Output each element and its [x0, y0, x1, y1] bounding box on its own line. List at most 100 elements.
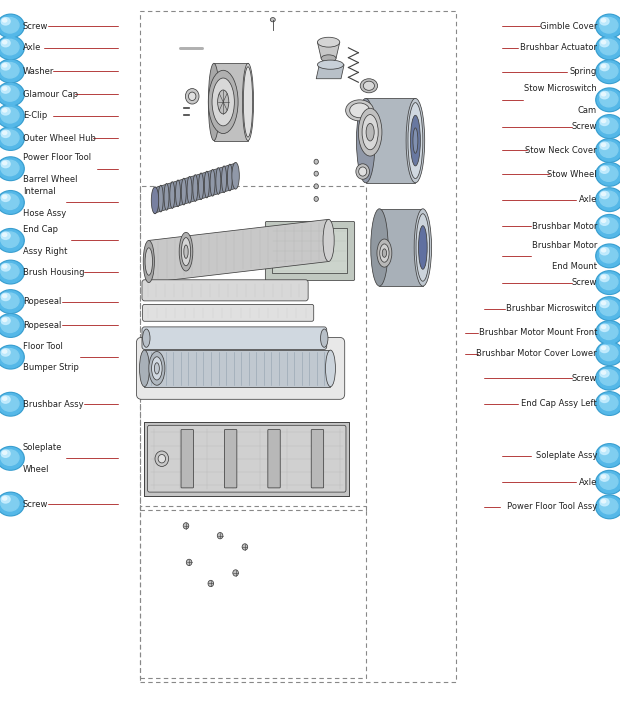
Text: Floor Tool: Floor Tool: [23, 342, 63, 351]
Ellipse shape: [1, 86, 10, 93]
Ellipse shape: [181, 178, 186, 205]
Ellipse shape: [158, 185, 163, 212]
Ellipse shape: [600, 142, 609, 150]
Ellipse shape: [1, 396, 10, 404]
Ellipse shape: [188, 92, 196, 101]
Ellipse shape: [0, 314, 24, 337]
Ellipse shape: [597, 164, 620, 185]
Ellipse shape: [600, 18, 618, 33]
Ellipse shape: [2, 397, 7, 400]
Ellipse shape: [596, 162, 620, 186]
Text: Power Floor Tool: Power Floor Tool: [23, 153, 91, 162]
Ellipse shape: [0, 36, 24, 60]
Ellipse shape: [321, 329, 328, 347]
FancyBboxPatch shape: [224, 430, 237, 488]
Ellipse shape: [413, 128, 418, 153]
Text: Stow Neck Cover: Stow Neck Cover: [525, 146, 597, 155]
Text: Screw: Screw: [572, 122, 597, 131]
Text: Barrel Wheel: Barrel Wheel: [23, 175, 78, 184]
Ellipse shape: [0, 230, 23, 251]
Ellipse shape: [155, 451, 169, 467]
Ellipse shape: [0, 15, 23, 37]
Ellipse shape: [600, 191, 609, 199]
Ellipse shape: [410, 115, 420, 166]
Ellipse shape: [596, 14, 620, 38]
Ellipse shape: [600, 370, 618, 385]
Polygon shape: [379, 209, 423, 286]
Ellipse shape: [140, 350, 149, 387]
Ellipse shape: [1, 293, 19, 309]
Ellipse shape: [597, 368, 620, 389]
Ellipse shape: [1, 18, 19, 33]
Text: Hose Assy: Hose Assy: [23, 209, 66, 218]
Ellipse shape: [243, 67, 253, 137]
Text: Power Floor Tool Assy: Power Floor Tool Assy: [507, 503, 597, 511]
Ellipse shape: [0, 60, 23, 82]
Ellipse shape: [1, 264, 10, 271]
Polygon shape: [366, 98, 415, 183]
Text: Brush Housing: Brush Housing: [23, 268, 84, 276]
Ellipse shape: [596, 36, 620, 60]
Text: Brushbar Motor Cover Lower: Brushbar Motor Cover Lower: [476, 349, 597, 358]
Ellipse shape: [185, 89, 199, 104]
Ellipse shape: [601, 325, 606, 328]
Ellipse shape: [601, 475, 606, 478]
Ellipse shape: [600, 63, 609, 71]
Ellipse shape: [2, 87, 7, 90]
FancyBboxPatch shape: [265, 221, 355, 280]
Ellipse shape: [0, 347, 23, 368]
Ellipse shape: [601, 193, 606, 195]
Ellipse shape: [600, 191, 618, 207]
Ellipse shape: [596, 297, 620, 321]
Ellipse shape: [0, 392, 24, 416]
Ellipse shape: [210, 169, 215, 196]
Ellipse shape: [596, 470, 620, 494]
Ellipse shape: [1, 232, 10, 240]
Ellipse shape: [356, 164, 370, 179]
Ellipse shape: [0, 104, 24, 128]
Ellipse shape: [600, 118, 609, 126]
Text: Axle: Axle: [23, 44, 42, 52]
Ellipse shape: [600, 247, 609, 255]
Ellipse shape: [205, 172, 210, 198]
Ellipse shape: [1, 63, 19, 78]
Ellipse shape: [179, 232, 193, 271]
Ellipse shape: [600, 395, 618, 411]
Text: Stow Wheel: Stow Wheel: [547, 170, 597, 179]
Ellipse shape: [600, 274, 618, 290]
Ellipse shape: [212, 78, 234, 126]
Ellipse shape: [2, 265, 7, 268]
Ellipse shape: [0, 394, 23, 415]
Ellipse shape: [1, 293, 10, 301]
Ellipse shape: [1, 317, 19, 333]
Ellipse shape: [0, 37, 23, 58]
Ellipse shape: [143, 329, 150, 347]
Ellipse shape: [350, 103, 370, 117]
Ellipse shape: [0, 59, 24, 83]
Ellipse shape: [600, 498, 618, 514]
FancyBboxPatch shape: [136, 337, 345, 399]
Ellipse shape: [149, 352, 165, 385]
Polygon shape: [214, 63, 248, 141]
Bar: [140, 11, 456, 682]
Bar: [140, 506, 366, 678]
Ellipse shape: [600, 166, 618, 181]
Ellipse shape: [597, 245, 620, 266]
Text: Gimble Cover: Gimble Cover: [539, 22, 597, 30]
Ellipse shape: [0, 127, 24, 150]
Ellipse shape: [408, 103, 423, 179]
Ellipse shape: [346, 100, 373, 121]
Ellipse shape: [2, 295, 7, 297]
Ellipse shape: [596, 271, 620, 295]
Ellipse shape: [601, 219, 606, 222]
Ellipse shape: [1, 450, 19, 465]
FancyBboxPatch shape: [143, 304, 314, 321]
Ellipse shape: [0, 14, 24, 38]
Ellipse shape: [2, 162, 7, 165]
Ellipse shape: [1, 194, 10, 202]
Ellipse shape: [406, 98, 425, 183]
Ellipse shape: [317, 37, 340, 47]
Text: Wheel: Wheel: [23, 465, 50, 474]
Ellipse shape: [0, 192, 23, 213]
Ellipse shape: [601, 143, 606, 146]
